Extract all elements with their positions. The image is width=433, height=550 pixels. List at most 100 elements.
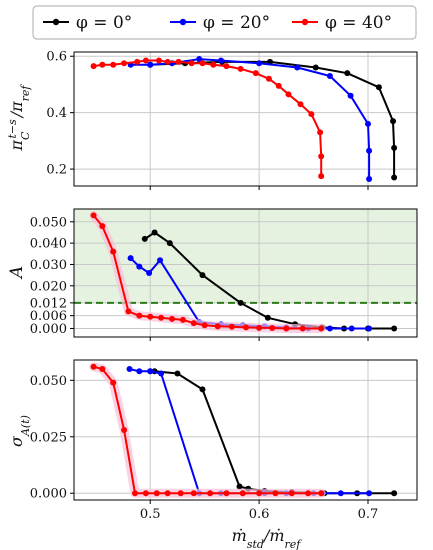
- legend-label: φ = 0°: [76, 13, 132, 33]
- data-point: [256, 324, 263, 331]
- data-point: [188, 60, 195, 67]
- data-point: [390, 118, 397, 125]
- data-point: [121, 427, 128, 433]
- data-point: [236, 483, 243, 490]
- data-point: [179, 316, 186, 323]
- data-point: [256, 60, 263, 67]
- amplitude-std-panel: 0.000 0.025 0.050 0.5 0.6 0.7: [30, 359, 418, 522]
- data-point: [166, 240, 173, 247]
- data-point: [199, 60, 206, 67]
- x-tick-label: 0.7: [358, 507, 379, 522]
- y-tick-label: 0.025: [30, 430, 67, 445]
- y-tick-label: 0.050: [30, 215, 67, 230]
- legend-label: φ = 20°: [203, 13, 270, 33]
- data-point: [297, 101, 304, 108]
- series-line: [93, 59, 323, 177]
- y-tick-label: 0.2: [46, 163, 67, 178]
- data-point: [90, 363, 97, 370]
- ylabel-amplitude: A: [7, 266, 27, 280]
- data-point: [147, 61, 154, 68]
- data-point: [237, 299, 244, 306]
- series-amplitude-std-1: [126, 366, 373, 497]
- y-tick-label: 0.000: [30, 487, 67, 502]
- data-point: [288, 490, 295, 497]
- series-pressure-ratio-1: [127, 56, 373, 182]
- series-line: [150, 370, 395, 495]
- data-point: [223, 63, 230, 70]
- data-point: [326, 72, 333, 79]
- data-point: [99, 223, 106, 230]
- data-point: [317, 129, 324, 136]
- data-point: [318, 153, 325, 160]
- series-pressure-ratio-2: [90, 57, 325, 180]
- data-point: [201, 322, 208, 329]
- data-point: [237, 65, 244, 72]
- data-point: [243, 324, 250, 331]
- data-point: [110, 379, 117, 386]
- data-point: [294, 64, 301, 71]
- series-pressure-ratio-0: [147, 58, 398, 181]
- data-point: [366, 175, 373, 182]
- data-point: [272, 490, 279, 497]
- x-tick-label: 0.5: [140, 507, 161, 522]
- data-point: [366, 325, 373, 332]
- data-point: [121, 60, 128, 67]
- y-tick-label: 0.020: [30, 279, 67, 294]
- data-point: [153, 490, 160, 497]
- data-point: [299, 325, 306, 332]
- data-point: [207, 490, 214, 497]
- y-tick-label: 0.4: [46, 106, 67, 121]
- legend: φ = 0° φ = 20° φ = 40°: [32, 5, 417, 40]
- y-tick-label: 0.012: [30, 296, 67, 311]
- series-line: [129, 368, 370, 495]
- data-point: [365, 120, 371, 127]
- data-point: [391, 325, 398, 332]
- data-point: [164, 58, 171, 65]
- data-point: [174, 370, 181, 377]
- data-point: [142, 57, 149, 64]
- data-point: [151, 229, 158, 236]
- data-point: [308, 111, 315, 118]
- axes-frame: [73, 208, 418, 338]
- data-point: [344, 70, 351, 77]
- data-point: [312, 64, 319, 71]
- data-point: [391, 490, 398, 497]
- data-point: [265, 75, 272, 82]
- data-point: [239, 490, 246, 497]
- data-point: [228, 323, 235, 330]
- series-amplitude-2: [89, 210, 326, 333]
- data-point: [391, 174, 398, 181]
- data-point: [131, 490, 138, 497]
- data-point: [99, 366, 106, 373]
- legend-swatch-marker: [179, 18, 187, 26]
- data-point: [99, 61, 106, 68]
- data-point: [136, 263, 143, 270]
- data-point: [348, 325, 355, 332]
- data-point: [110, 61, 117, 68]
- data-point: [391, 144, 398, 151]
- data-point: [110, 248, 117, 255]
- data-point: [90, 63, 97, 70]
- legend-label: φ = 40°: [325, 13, 392, 33]
- data-point: [366, 490, 373, 497]
- data-point: [164, 490, 171, 497]
- data-point: [347, 92, 354, 99]
- data-point: [210, 61, 217, 68]
- data-point: [125, 308, 132, 315]
- data-point: [366, 147, 373, 154]
- data-point: [199, 386, 206, 393]
- data-point: [199, 272, 206, 279]
- data-point: [90, 212, 97, 219]
- data-point: [326, 325, 333, 332]
- y-tick-label: 0.006: [30, 309, 67, 324]
- data-point: [283, 325, 290, 332]
- series-line: [150, 60, 396, 178]
- y-tick-label: 0.040: [30, 237, 67, 252]
- y-tick-label: 0.6: [46, 50, 67, 65]
- data-point: [264, 314, 271, 321]
- data-point: [157, 257, 164, 264]
- data-point: [136, 368, 143, 375]
- xlabel-mass-flow: ṁstd/ṁref: [232, 526, 303, 550]
- axes-frame: [73, 51, 418, 187]
- data-point: [142, 490, 149, 497]
